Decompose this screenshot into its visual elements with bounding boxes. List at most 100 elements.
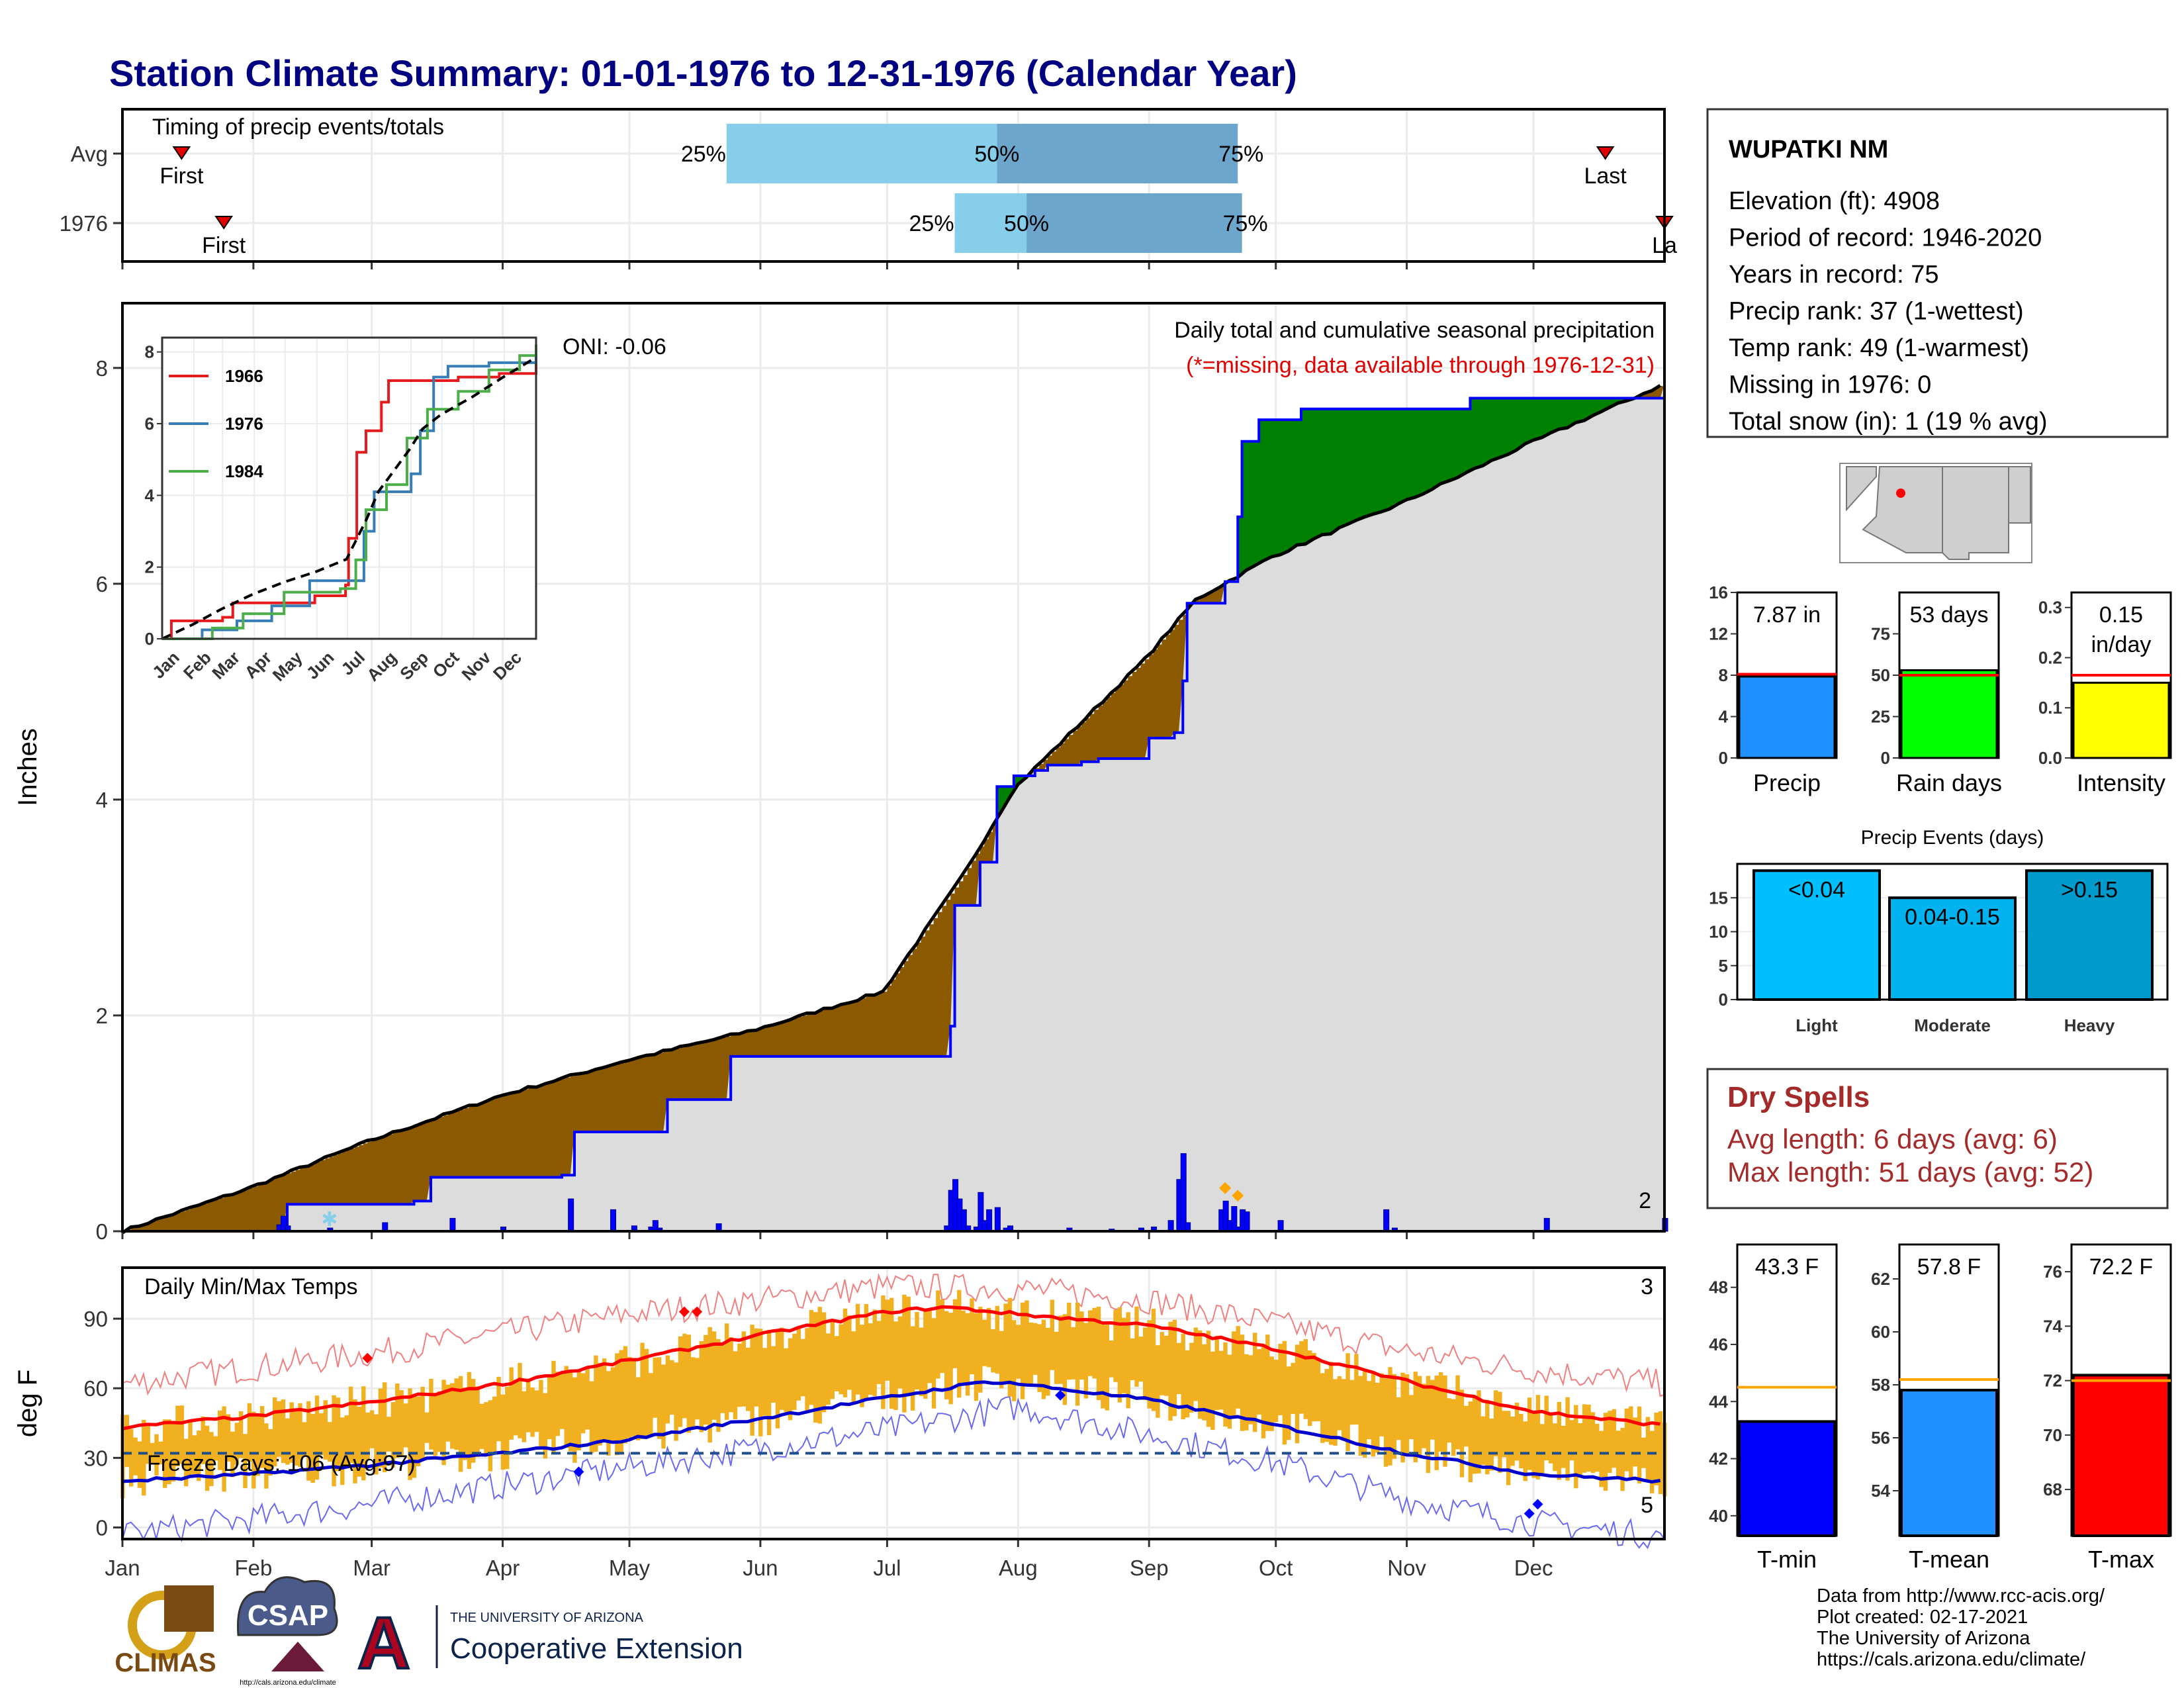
footer-line: The University of Arizona xyxy=(1817,1628,2030,1649)
month-label: Oct xyxy=(1259,1556,1293,1580)
summary-y-tick-label: 0 xyxy=(1881,748,1890,768)
inset-legend-label: 1984 xyxy=(225,461,263,481)
summary-y-tick-label: 0 xyxy=(1719,748,1728,768)
temp-record-marker xyxy=(1532,1499,1543,1510)
summary-y-tick-label: 25 xyxy=(1871,707,1890,727)
station-info-line: Total snow (in): 1 (19 % avg) xyxy=(1729,408,2048,436)
station-info-line: Elevation (ft): 4908 xyxy=(1729,187,1940,215)
event-bar-label: Heavy xyxy=(2064,1015,2115,1035)
avg_tmin-line xyxy=(122,1380,1661,1484)
event-bar-tag: >0.15 xyxy=(2061,877,2118,902)
inset-panel: 19661976198402468JanFebMarAprMayJunJulAu… xyxy=(145,336,537,685)
hail-marker xyxy=(1219,1182,1232,1194)
inset-y-tick-label: 4 xyxy=(145,485,155,505)
timing-first-label: First xyxy=(159,164,204,189)
temp-bar-y-tick-label: 56 xyxy=(1871,1428,1890,1448)
footer: Data from http://www.rcc-acis.org/Plot c… xyxy=(114,1576,2105,1687)
timing-q25-q50-bar xyxy=(726,124,997,183)
station-location-dot xyxy=(1896,489,1905,498)
summary-bar-label: Precip xyxy=(1753,769,1821,796)
temp-y-tick-label: 30 xyxy=(83,1446,108,1470)
event-bar-tag: <0.04 xyxy=(1788,877,1845,902)
map-region-ca xyxy=(1846,466,1877,512)
event-bar xyxy=(1752,869,1881,1001)
event-bar xyxy=(2025,869,2154,1001)
temp-bar-y-tick-label: 70 xyxy=(2043,1425,2062,1445)
station-info-box: WUPATKI NM Elevation (ft): 4908 Period of … xyxy=(1706,108,2169,438)
precip-events-panel: Precip Events (days) <0.04 Light 0.04-0.15 M… xyxy=(1709,827,2169,1035)
station-info-line: Precip rank: 37 (1-wettest) xyxy=(1729,298,2024,326)
temp-bar-label: T-mean xyxy=(1909,1546,1989,1573)
timing-q25-q50-bar xyxy=(954,193,1027,253)
page-title: Station Climate Summary: 01-01-1976 to 1… xyxy=(109,52,1297,94)
timing-last-label: Last xyxy=(1584,164,1627,189)
temp-bar-y-tick-label: 48 xyxy=(1709,1278,1728,1297)
daily-precip-bar xyxy=(1383,1209,1390,1232)
month-label: Mar xyxy=(353,1556,390,1580)
inset-line-1966 xyxy=(162,344,537,640)
station-info-line: Years in record: 75 xyxy=(1729,261,1939,289)
timing-title: Timing of precip events/totals xyxy=(152,115,444,140)
station-info-line: Period of record: 1946-2020 xyxy=(1729,224,2042,252)
precip-y-tick-label: 2 xyxy=(96,1004,108,1028)
month-label: Apr xyxy=(486,1556,520,1580)
summary-y-tick-label: 4 xyxy=(1719,707,1729,727)
temp-record-marker xyxy=(692,1306,703,1317)
temp-bar-y-tick-label: 54 xyxy=(1871,1481,1890,1501)
summary-bar-value: 53 days xyxy=(1909,602,1988,628)
month-label: Nov xyxy=(1387,1556,1426,1580)
summary-bar xyxy=(1900,669,1998,759)
state-locator-map xyxy=(1839,463,2032,563)
events-y-tick-label: 5 xyxy=(1719,956,1728,976)
summary-bar-value-unit: in/day xyxy=(2091,632,2152,657)
summary-y-tick-label: 0.2 xyxy=(2038,647,2062,667)
temp-bar-label: T-min xyxy=(1757,1546,1817,1573)
station-name: WUPATKI NM xyxy=(1729,136,1888,164)
dry-spells-box: Dry Spells Avg length: 6 days (avg: 6)Max… xyxy=(1706,1068,2169,1209)
snow-icon: ✱ xyxy=(321,1209,338,1231)
climas-logo-text: CLIMAS xyxy=(114,1648,216,1677)
observed-cumulative-line xyxy=(122,382,1666,1233)
avg_tmax-line xyxy=(122,1305,1661,1430)
footer-line: Plot created: 02-17-2021 xyxy=(1817,1607,2028,1628)
temp-y-tick-label: 90 xyxy=(83,1307,108,1331)
temp-summary-bars: 43.3 F 40 42 44 46 48 T-min 57.8 F 54 56 58 60 62 T-m… xyxy=(1709,1243,2172,1573)
temp-record-marker xyxy=(1524,1508,1535,1519)
temp-count-top: 3 xyxy=(1641,1274,1653,1299)
inset-y-tick-label: 2 xyxy=(145,557,154,577)
temp-bar-y-tick-label: 58 xyxy=(1871,1375,1890,1395)
temp-bar xyxy=(1900,1389,1998,1537)
daily-precip-bar xyxy=(994,1207,1001,1232)
daily-precip-bar xyxy=(1277,1220,1284,1232)
summary-y-tick-label: 0.1 xyxy=(2038,698,2062,718)
event-bar-label: Light xyxy=(1796,1015,1838,1035)
inset-y-tick-label: 8 xyxy=(145,342,154,362)
freeze-days-label: Freeze Days: 106 (Avg:97) xyxy=(147,1451,416,1476)
timing-first-label: First xyxy=(202,233,246,258)
daily-precip-bar xyxy=(1180,1153,1187,1232)
missing-data-note: (*=missing, data available through 1976-… xyxy=(1186,353,1655,378)
inset-legend-label: 1966 xyxy=(225,366,263,386)
daily-precip-bar xyxy=(449,1217,456,1232)
timing-q25-label: 25% xyxy=(909,211,954,236)
ua-small-text: THE UNIVERSITY OF ARIZONA xyxy=(450,1611,644,1625)
temp-panel: Daily Min/Max Temps Freeze Days: 106 (Avg… xyxy=(13,1266,1667,1580)
temp-bar-y-tick-label: 74 xyxy=(2043,1316,2062,1336)
month-label: Jul xyxy=(873,1556,901,1580)
events-title: Precip Events (days) xyxy=(1861,827,2044,849)
csap-logo-cloud xyxy=(237,1576,338,1636)
timing-frame xyxy=(121,108,1666,263)
dry-max: Max length: 51 days (avg: 52) xyxy=(1727,1156,2093,1188)
temp-bar-value: 57.8 F xyxy=(1917,1254,1981,1280)
summary-y-tick-label: 8 xyxy=(1719,665,1728,685)
timing-q25-label: 25% xyxy=(681,142,726,167)
ua-big-text: Cooperative Extension xyxy=(450,1632,743,1665)
timing-q75-label: 75% xyxy=(1223,211,1268,236)
dry-title: Dry Spells xyxy=(1727,1081,1870,1113)
map-region-tx xyxy=(2008,466,2031,524)
footer-line: https://cals.arizona.edu/climate/ xyxy=(1817,1649,2086,1670)
month-label: Sep xyxy=(1130,1556,1169,1580)
daily-precip-bar xyxy=(986,1209,993,1232)
